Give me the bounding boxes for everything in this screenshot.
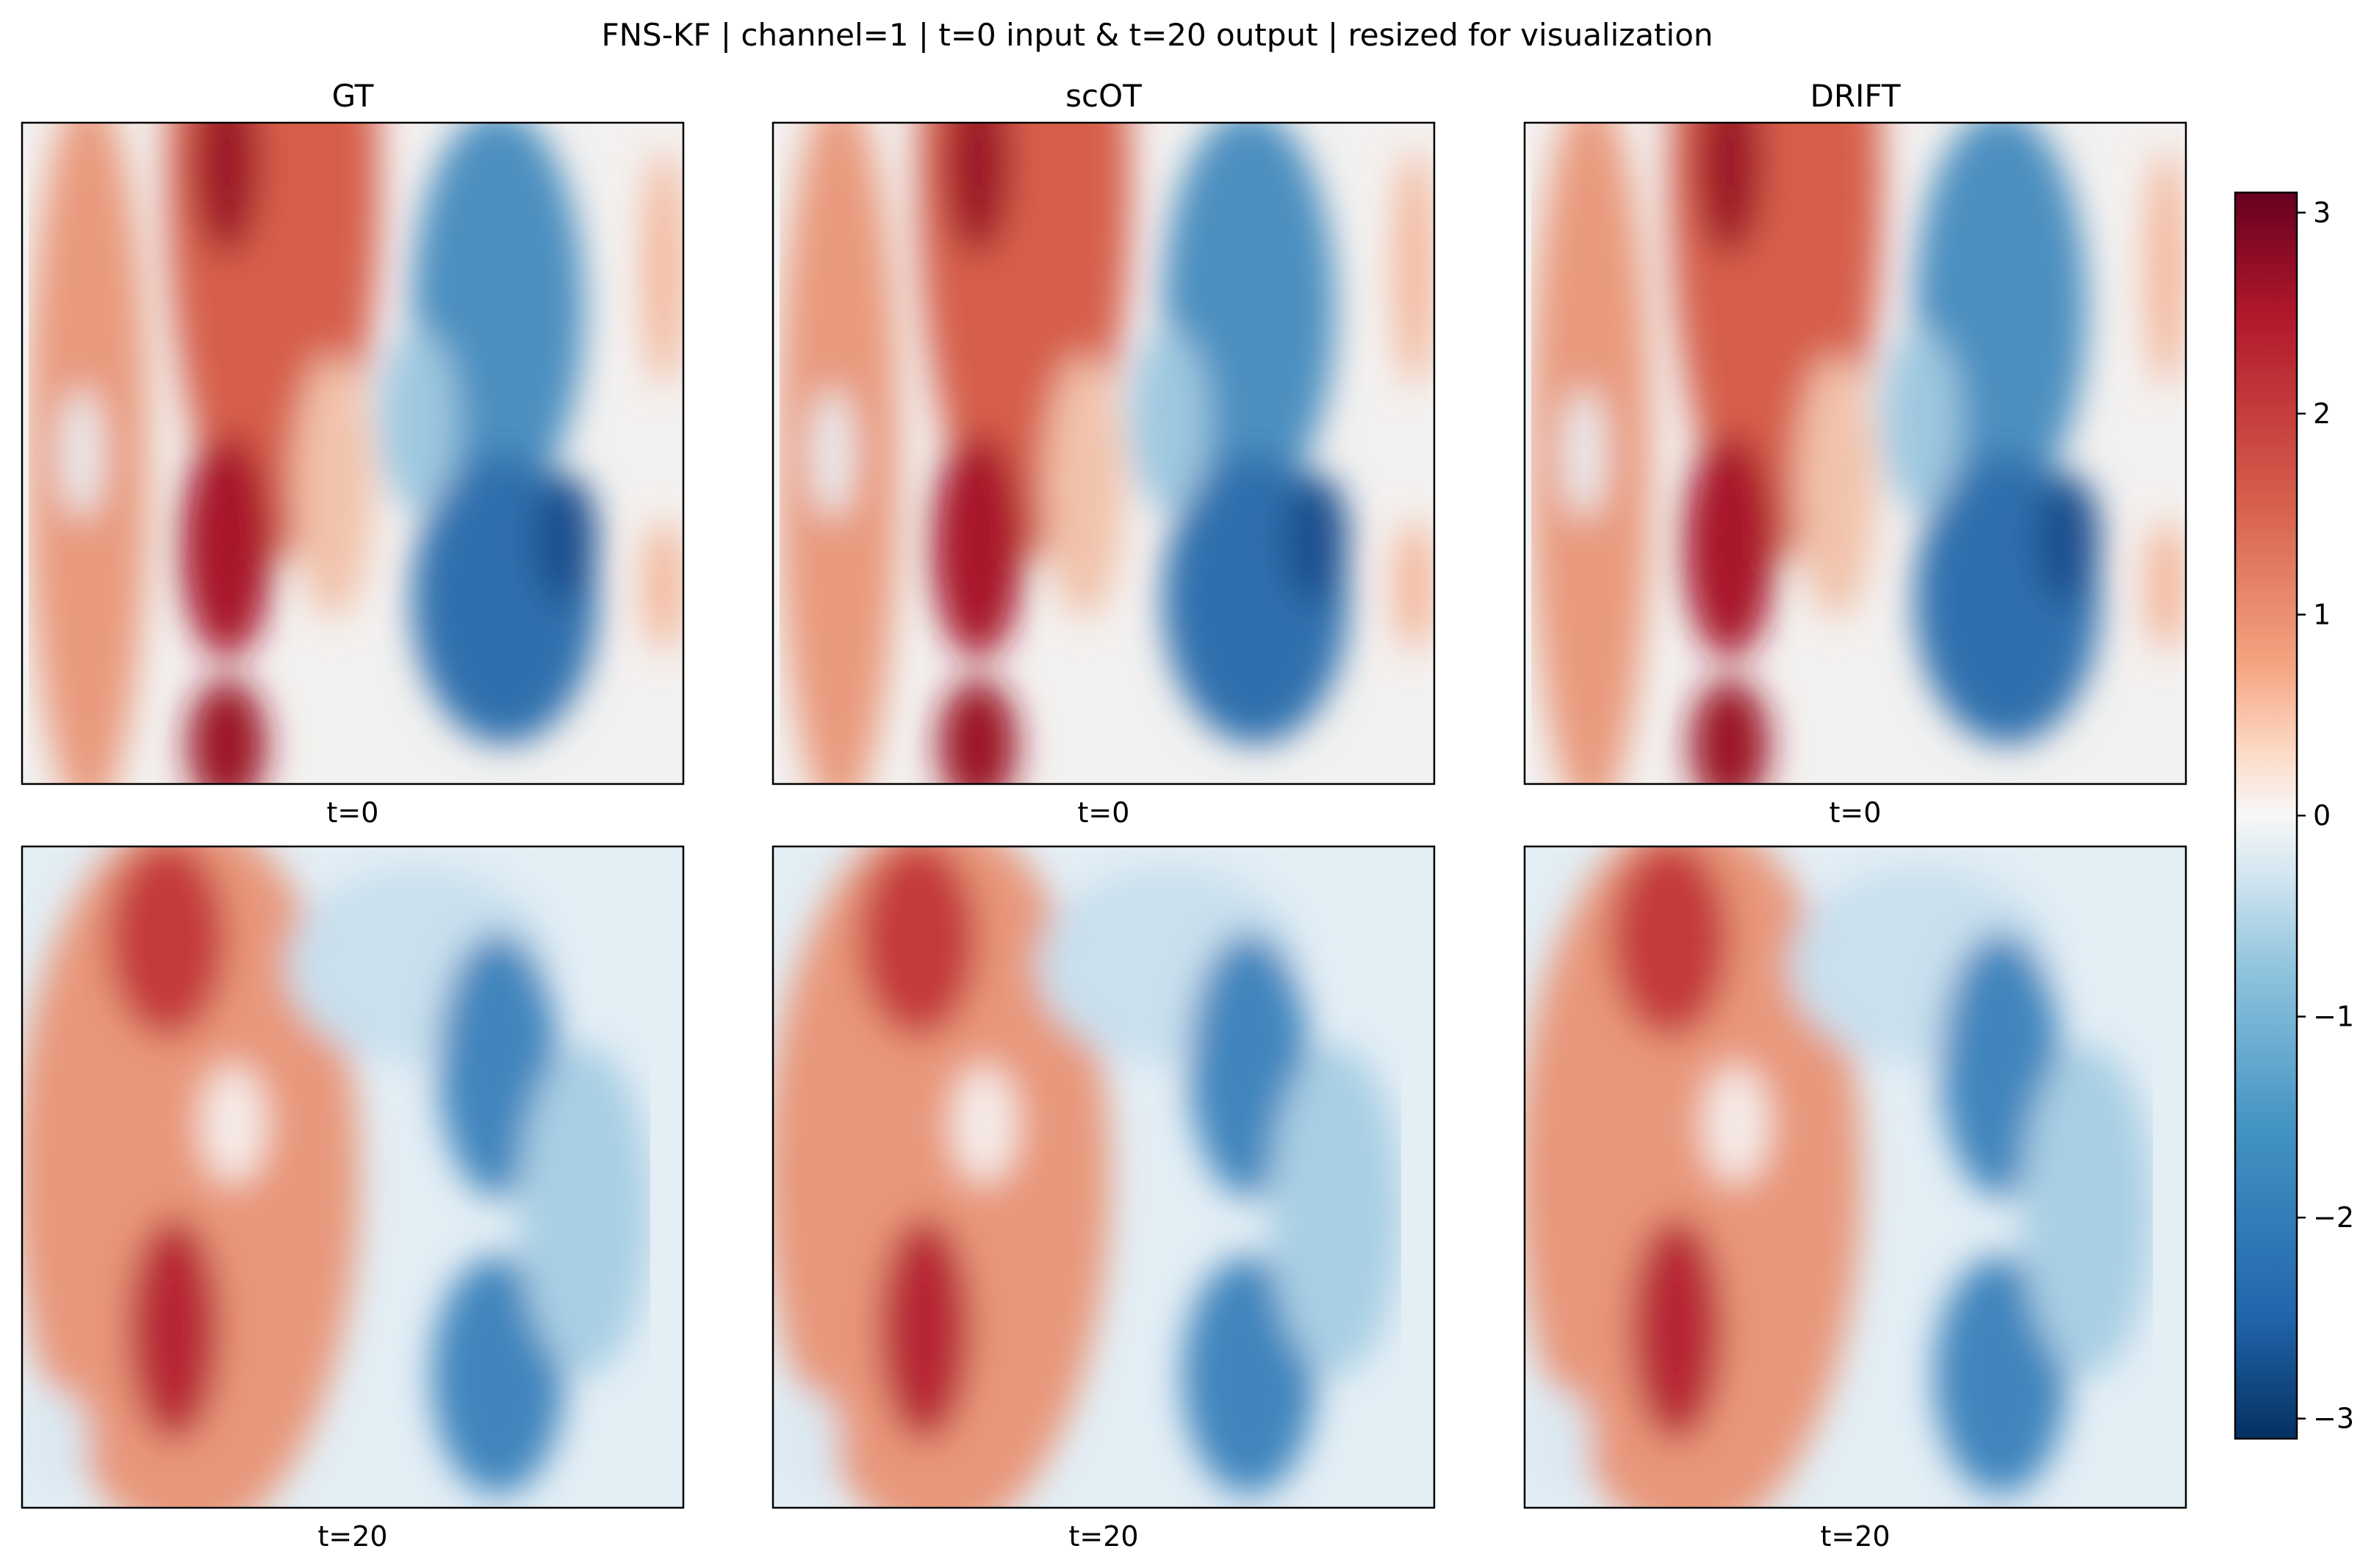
panel-frame [21,845,685,1509]
colorbar-tick-label: 3 [2313,196,2331,229]
heatmap-panel: DRIFT t=0 [1523,78,2187,829]
heatmap-field [22,123,683,784]
heatmap-field [773,123,1434,784]
heatmap-panel: t=20 [1523,845,2187,1553]
heatmap-panel: t=20 [771,845,1436,1553]
colorbar-tick-label: −1 [2313,1001,2354,1033]
heatmap-panel: t=20 [21,845,685,1553]
colorbar-tick-label: 2 [2313,398,2331,430]
column-title: DRIFT [1810,78,1901,114]
colorbar: 3 2 1 0 −1 −2 −3 [2234,191,2354,1440]
colorbar-tick-label: 0 [2313,799,2331,832]
panel-frame [21,121,685,785]
panel-frame [1523,845,2187,1509]
panel-xlabel: t=20 [1068,1520,1138,1553]
panel-frame [771,845,1436,1509]
colorbar-ticks: 3 2 1 0 −1 −2 −3 [2297,196,2354,1435]
panel-xlabel: t=0 [327,796,379,829]
panel-xlabel: t=0 [1830,796,1882,829]
panels-grid: GT t=0 scOT t=0 DRIFT t=0 t=20 t=20 t=20 [21,78,2187,1553]
panel-xlabel: t=20 [317,1520,387,1553]
column-title: scOT [1065,78,1142,114]
colorbar-tick-label: 1 [2313,598,2331,630]
heatmap-field [1525,123,2186,784]
heatmap-field [1525,846,2186,1508]
heatmap-panel: GT t=0 [21,78,685,829]
panel-xlabel: t=20 [1820,1520,1890,1553]
heatmap-panel: scOT t=0 [771,78,1436,829]
colorbar-tick-label: −2 [2313,1201,2354,1234]
colorbar-gradient [2234,191,2298,1440]
heatmap-field [773,846,1434,1508]
figure-title: FNS-KF | channel=1 | t=0 input & t=20 ou… [601,17,1713,53]
column-title: GT [332,78,374,114]
colorbar-tick-label: −3 [2313,1403,2354,1435]
panel-frame [1523,121,2187,785]
panel-frame [771,121,1436,785]
heatmap-field [22,846,683,1508]
panel-xlabel: t=0 [1078,796,1130,829]
